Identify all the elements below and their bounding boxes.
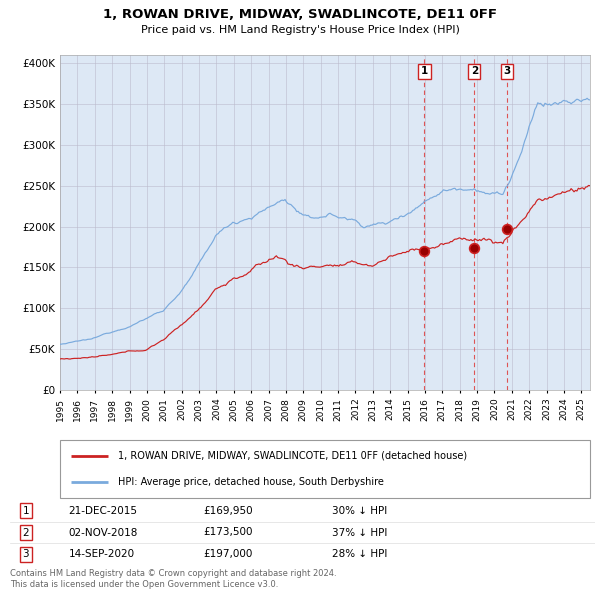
- Text: 1, ROWAN DRIVE, MIDWAY, SWADLINCOTE, DE11 0FF: 1, ROWAN DRIVE, MIDWAY, SWADLINCOTE, DE1…: [103, 8, 497, 21]
- Text: 2: 2: [470, 66, 478, 76]
- Text: 14-SEP-2020: 14-SEP-2020: [68, 549, 134, 559]
- Text: Contains HM Land Registry data © Crown copyright and database right 2024.: Contains HM Land Registry data © Crown c…: [10, 569, 337, 578]
- Text: £197,000: £197,000: [203, 549, 253, 559]
- Text: £173,500: £173,500: [203, 527, 253, 537]
- Text: 2: 2: [22, 527, 29, 537]
- Text: £169,950: £169,950: [203, 506, 253, 516]
- Text: 30% ↓ HPI: 30% ↓ HPI: [332, 506, 387, 516]
- Text: 1, ROWAN DRIVE, MIDWAY, SWADLINCOTE, DE11 0FF (detached house): 1, ROWAN DRIVE, MIDWAY, SWADLINCOTE, DE1…: [118, 451, 467, 461]
- Text: 3: 3: [22, 549, 29, 559]
- Text: 02-NOV-2018: 02-NOV-2018: [68, 527, 138, 537]
- Text: 1: 1: [22, 506, 29, 516]
- Text: HPI: Average price, detached house, South Derbyshire: HPI: Average price, detached house, Sout…: [118, 477, 384, 487]
- Text: Price paid vs. HM Land Registry's House Price Index (HPI): Price paid vs. HM Land Registry's House …: [140, 25, 460, 35]
- Text: 37% ↓ HPI: 37% ↓ HPI: [332, 527, 387, 537]
- Text: This data is licensed under the Open Government Licence v3.0.: This data is licensed under the Open Gov…: [10, 580, 278, 589]
- Text: 28% ↓ HPI: 28% ↓ HPI: [332, 549, 387, 559]
- Text: 3: 3: [503, 66, 511, 76]
- Text: 1: 1: [421, 66, 428, 76]
- Text: 21-DEC-2015: 21-DEC-2015: [68, 506, 137, 516]
